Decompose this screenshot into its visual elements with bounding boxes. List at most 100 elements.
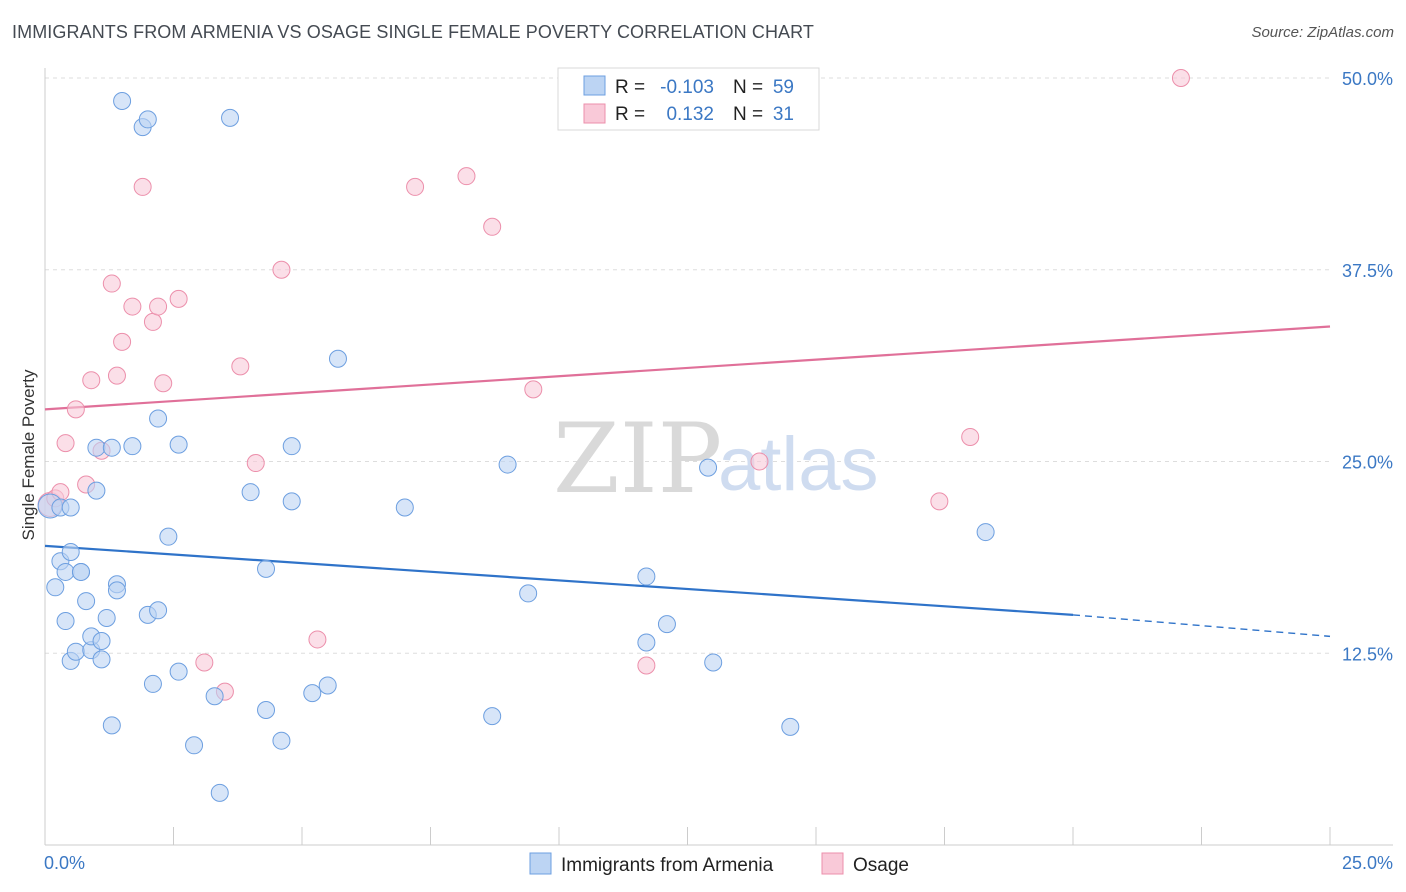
point-osage-25 (483, 217, 502, 236)
point-osage-29 (930, 492, 949, 511)
stats-legend: R = -0.103 N = 59 R = 0.132 N = 31 (557, 67, 820, 131)
point-osage-8 (102, 274, 121, 293)
point-armenia-48 (395, 498, 414, 517)
watermark: ZIP atlas (553, 403, 879, 515)
x-tick-label-1: 25.0% (1342, 853, 1393, 873)
point-armenia-38 (221, 108, 240, 127)
legend-n-value-armenia: 59 (773, 77, 794, 98)
point-armenia-57 (781, 717, 800, 736)
series-legend-swatch-osage (821, 852, 844, 875)
point-armenia-52 (637, 633, 656, 652)
point-armenia-54 (657, 615, 676, 634)
legend-r-value-armenia: -0.103 (660, 77, 714, 98)
point-armenia-11 (71, 562, 90, 581)
trend-lines (44, 325, 1331, 638)
point-armenia-15 (87, 438, 106, 457)
point-osage-20 (246, 454, 265, 473)
point-armenia-7 (61, 543, 80, 562)
point-osage-9 (107, 366, 126, 385)
point-osage-11 (123, 297, 142, 316)
point-armenia-19 (97, 608, 116, 627)
series-legend-label-armenia: Immigrants from Armenia (561, 855, 774, 876)
point-osage-30 (961, 427, 980, 446)
series-legend-swatch-armenia (529, 852, 552, 875)
point-armenia-17 (92, 650, 111, 669)
point-armenia-29 (143, 674, 162, 693)
point-armenia-55 (699, 458, 718, 477)
legend-r-label-osage: R = (615, 104, 645, 125)
point-osage-16 (169, 289, 188, 308)
point-armenia-46 (318, 676, 337, 695)
point-armenia-24 (113, 92, 132, 111)
legend-n-value-osage: 31 (773, 104, 794, 125)
point-osage-14 (149, 297, 168, 316)
point-armenia-41 (257, 701, 276, 720)
point-osage-28 (750, 452, 769, 471)
point-osage-3 (56, 434, 75, 453)
point-armenia-43 (282, 492, 301, 511)
y-tick-labels: 12.5% 25.0% 37.5% 50.0% (1342, 69, 1393, 664)
point-osage-21 (272, 260, 291, 279)
point-osage-24 (457, 167, 476, 186)
point-armenia-6 (56, 612, 75, 631)
point-osage-26 (524, 380, 543, 399)
chart-title: IMMIGRANTS FROM ARMENIA VS OSAGE SINGLE … (12, 22, 815, 42)
legend-n-label-osage: N = (733, 104, 763, 125)
y-tick-label-3: 50.0% (1342, 69, 1393, 89)
point-armenia-25 (123, 437, 142, 456)
point-armenia-23 (107, 581, 126, 600)
legend-r-value-osage: 0.132 (666, 104, 714, 125)
point-osage-22 (308, 630, 327, 649)
point-armenia-32 (159, 527, 178, 546)
point-armenia-37 (210, 783, 229, 802)
point-armenia-36 (205, 687, 224, 706)
point-armenia-21 (102, 438, 121, 457)
point-armenia-5 (61, 498, 80, 517)
point-armenia-39 (241, 483, 260, 502)
watermark-atlas: atlas (718, 422, 879, 507)
point-osage-15 (154, 374, 173, 393)
legend-swatch-armenia (583, 75, 606, 96)
source-label: Source: ZipAtlas.com (1251, 24, 1394, 41)
point-armenia-4 (56, 562, 75, 581)
point-armenia-33 (169, 662, 188, 681)
data-points (37, 69, 1190, 802)
point-armenia-44 (282, 437, 301, 456)
watermark-zip: ZIP (553, 403, 722, 515)
trend-line-osage (44, 325, 1331, 411)
point-armenia-27 (138, 110, 157, 129)
point-armenia-18 (92, 631, 111, 650)
point-armenia-45 (303, 684, 322, 703)
point-osage-13 (143, 312, 162, 331)
point-armenia-35 (185, 736, 204, 755)
point-armenia-47 (328, 349, 347, 368)
point-armenia-56 (704, 653, 723, 672)
point-armenia-40 (257, 559, 276, 578)
point-armenia-31 (149, 601, 168, 620)
axes (44, 68, 1393, 846)
y-tick-label-1: 25.0% (1342, 453, 1393, 473)
series-legend-label-osage: Osage (853, 855, 909, 876)
legend-n-label-armenia: N = (733, 77, 763, 98)
point-osage-4 (66, 400, 85, 419)
point-armenia-53 (637, 567, 656, 586)
point-osage-6 (82, 371, 101, 390)
trend-line-armenia (44, 544, 1074, 616)
point-osage-27 (637, 656, 656, 675)
point-osage-10 (113, 332, 132, 351)
point-armenia-50 (498, 455, 517, 474)
point-armenia-1 (46, 578, 65, 597)
point-osage-23 (406, 177, 425, 196)
point-osage-17 (195, 653, 214, 672)
point-armenia-51 (519, 584, 538, 603)
trend-line-armenia-extension (1072, 614, 1331, 638)
legend-r-label-armenia: R = (615, 77, 645, 98)
point-osage-31 (1171, 69, 1190, 87)
series-legend: Immigrants from Armenia Osage (529, 852, 909, 876)
point-osage-12 (133, 177, 152, 196)
x-tick-label-0: 0.0% (44, 853, 85, 873)
point-armenia-58 (976, 523, 995, 542)
point-armenia-9 (66, 642, 85, 661)
x-tick-labels: 0.0% 25.0% (44, 853, 1393, 873)
